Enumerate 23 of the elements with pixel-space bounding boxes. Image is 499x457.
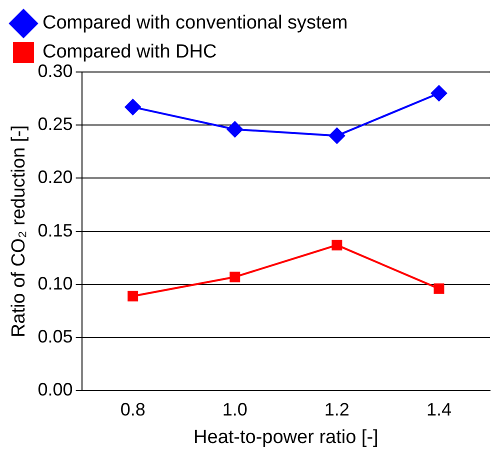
x-tick-label: 1.0 xyxy=(222,399,248,420)
y-tick-label: 0.30 xyxy=(38,60,73,81)
y-tick-label: 0.25 xyxy=(38,114,73,134)
point xyxy=(128,290,138,302)
y-tick-label: 0.10 xyxy=(38,273,73,294)
x-tick-label: 1.4 xyxy=(426,399,452,420)
point xyxy=(328,128,345,144)
point xyxy=(124,99,141,116)
legend-label: Compared with DHC xyxy=(42,42,217,63)
y-tick-label: 0.00 xyxy=(38,380,73,400)
point xyxy=(230,272,240,282)
x-tick-label: 1.2 xyxy=(324,399,350,420)
y-tick-label: 0.15 xyxy=(38,220,73,240)
point xyxy=(430,85,447,102)
x-axis-title: Heat-to-power ratio [-] xyxy=(194,426,378,448)
y-axis-title: Ratio of CO₂ reduction [-] xyxy=(8,125,30,338)
y-tick-label: 0.05 xyxy=(38,326,73,346)
point xyxy=(226,121,243,138)
legend-label: Compared with conventional system xyxy=(42,12,348,34)
y-tick-label: 0.20 xyxy=(38,167,73,188)
point xyxy=(434,283,444,294)
point xyxy=(332,240,342,250)
x-tick-label: 0.8 xyxy=(120,399,146,420)
